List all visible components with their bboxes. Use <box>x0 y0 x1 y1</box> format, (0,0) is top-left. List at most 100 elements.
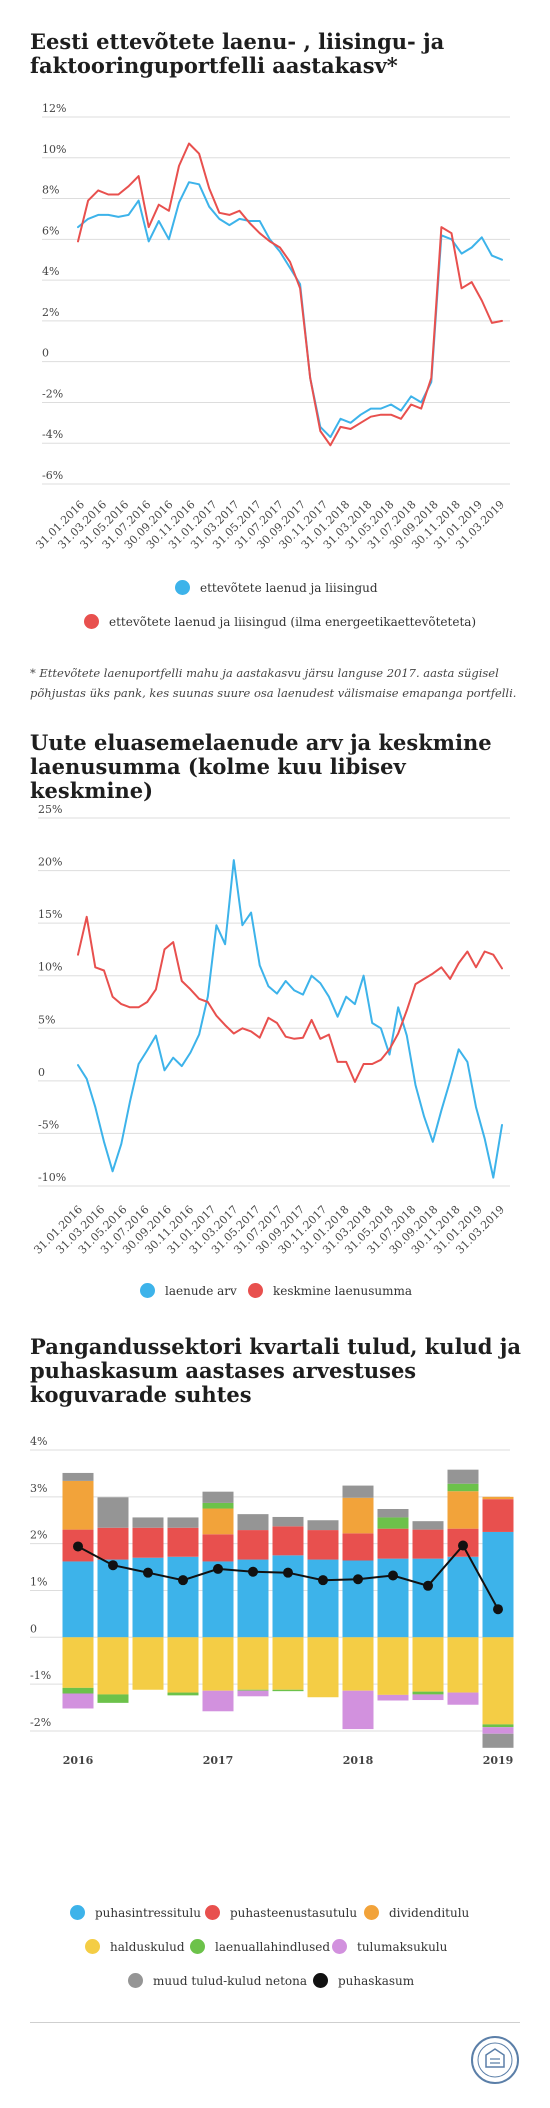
bar-segment <box>202 1502 234 1509</box>
bar-segment <box>307 1530 339 1560</box>
bar-segment <box>412 1694 444 1701</box>
legend-swatch <box>85 1939 100 1954</box>
bar-segment <box>202 1491 234 1503</box>
profit-point <box>318 1575 328 1586</box>
bar-segment <box>237 1690 269 1697</box>
legend-label: tulumaksukulu <box>357 1939 448 1954</box>
y-tick-label: 2% <box>30 1529 47 1542</box>
bar-segment <box>132 1517 164 1528</box>
series-line <box>77 915 503 1083</box>
legend-swatch <box>364 1905 379 1920</box>
bar-segment <box>412 1529 444 1559</box>
legend-item: tulumaksukulu <box>332 1939 447 1954</box>
bar-segment <box>132 1637 164 1690</box>
legend-swatch <box>175 580 190 595</box>
profit-point <box>283 1567 293 1578</box>
bar-segment <box>482 1733 514 1748</box>
bar-segment <box>482 1496 514 1500</box>
legend-swatch <box>205 1905 220 1920</box>
bar-segment <box>447 1556 479 1638</box>
y-tick-label: 20% <box>38 856 62 869</box>
bar-segment <box>167 1692 199 1696</box>
legend-swatch <box>248 1283 263 1298</box>
bar-segment <box>377 1694 409 1701</box>
legend-swatch <box>128 1973 143 1988</box>
legend-swatch <box>140 1283 155 1298</box>
bar-segment <box>342 1560 374 1638</box>
bar-segment <box>377 1558 409 1638</box>
y-tick-label: 12% <box>42 102 66 115</box>
chart-title: Pangandussektori kvartali tulud, kulud j… <box>30 1334 522 1407</box>
series-line <box>77 859 503 1179</box>
y-tick-label: 15% <box>38 908 62 921</box>
bar-segment <box>97 1694 129 1703</box>
legend-item: puhasintressitulu <box>70 1905 201 1920</box>
bar-segment <box>482 1499 514 1532</box>
housing-loans-line-chart: 25%20%15%10%5%0-5%-10%31.01.201631.03.20… <box>31 803 510 1257</box>
bar-segment <box>447 1491 479 1529</box>
legend-label: dividenditulu <box>389 1905 470 1920</box>
y-tick-label: -10% <box>38 1171 66 1184</box>
y-tick-label: -2% <box>42 387 63 400</box>
y-tick-label: -6% <box>42 469 63 482</box>
bar-segment <box>377 1637 409 1695</box>
y-tick-label: 2% <box>42 306 59 319</box>
x-tick-label: 2017 <box>203 1754 234 1767</box>
bar-segment <box>62 1687 94 1694</box>
legend-item: muud tulud-kulud netona <box>128 1973 307 1988</box>
bar-segment <box>237 1637 269 1690</box>
bar-segment <box>202 1561 234 1638</box>
bar-segment <box>377 1509 409 1518</box>
bar-segment <box>237 1514 269 1531</box>
bar-segment <box>447 1469 479 1484</box>
y-tick-label: 0 <box>38 1066 45 1079</box>
bar-segment <box>272 1555 304 1638</box>
bar-segment <box>97 1637 129 1695</box>
legend-label: halduskulud <box>110 1939 185 1954</box>
y-tick-label: 10% <box>38 961 62 974</box>
bar-segment <box>167 1556 199 1638</box>
legend-swatch <box>190 1939 205 1954</box>
bar-segment <box>62 1561 94 1638</box>
legend-item: puhaskasum <box>313 1973 414 1988</box>
bar-segment <box>62 1693 94 1709</box>
y-tick-label: -4% <box>42 428 63 441</box>
legend-swatch <box>332 1939 347 1954</box>
bar-segment <box>307 1637 339 1698</box>
bar-segment <box>97 1497 129 1528</box>
bar-segment <box>377 1517 409 1529</box>
y-tick-label: 8% <box>42 184 59 197</box>
profit-point <box>458 1540 468 1551</box>
bar-segment <box>377 1528 409 1559</box>
profit-point <box>353 1574 363 1585</box>
profit-point <box>248 1566 258 1577</box>
bar-segment <box>412 1637 444 1692</box>
bar-segment <box>342 1497 374 1534</box>
bar-segment <box>482 1637 514 1725</box>
chart-footnote: * Ettevõtete laenuportfelli mahu ja aast… <box>30 666 517 700</box>
profit-point <box>423 1580 433 1591</box>
legend-swatch <box>70 1905 85 1920</box>
bar-segment <box>202 1508 234 1535</box>
series-line <box>77 181 503 439</box>
bar-segment <box>62 1480 94 1530</box>
y-tick-label: 4% <box>42 265 59 278</box>
bar-segment <box>272 1526 304 1556</box>
legend-item: dividenditulu <box>364 1905 469 1920</box>
bar-segment <box>307 1520 339 1531</box>
bar-segment <box>272 1516 304 1527</box>
y-tick-label: -5% <box>38 1118 59 1131</box>
bar-segment <box>342 1637 374 1691</box>
bar-segment <box>272 1637 304 1690</box>
x-tick-label: 2018 <box>343 1754 374 1767</box>
bar-segment <box>342 1533 374 1561</box>
legend-item: laenude arv <box>140 1283 237 1298</box>
bar-segment <box>342 1690 374 1730</box>
bar-segment <box>307 1559 339 1638</box>
bar-segment <box>62 1637 94 1688</box>
profit-point <box>108 1560 118 1571</box>
y-tick-label: 5% <box>38 1013 55 1026</box>
series-line <box>77 142 503 447</box>
profit-point <box>143 1567 153 1578</box>
bar-segment <box>447 1483 479 1492</box>
